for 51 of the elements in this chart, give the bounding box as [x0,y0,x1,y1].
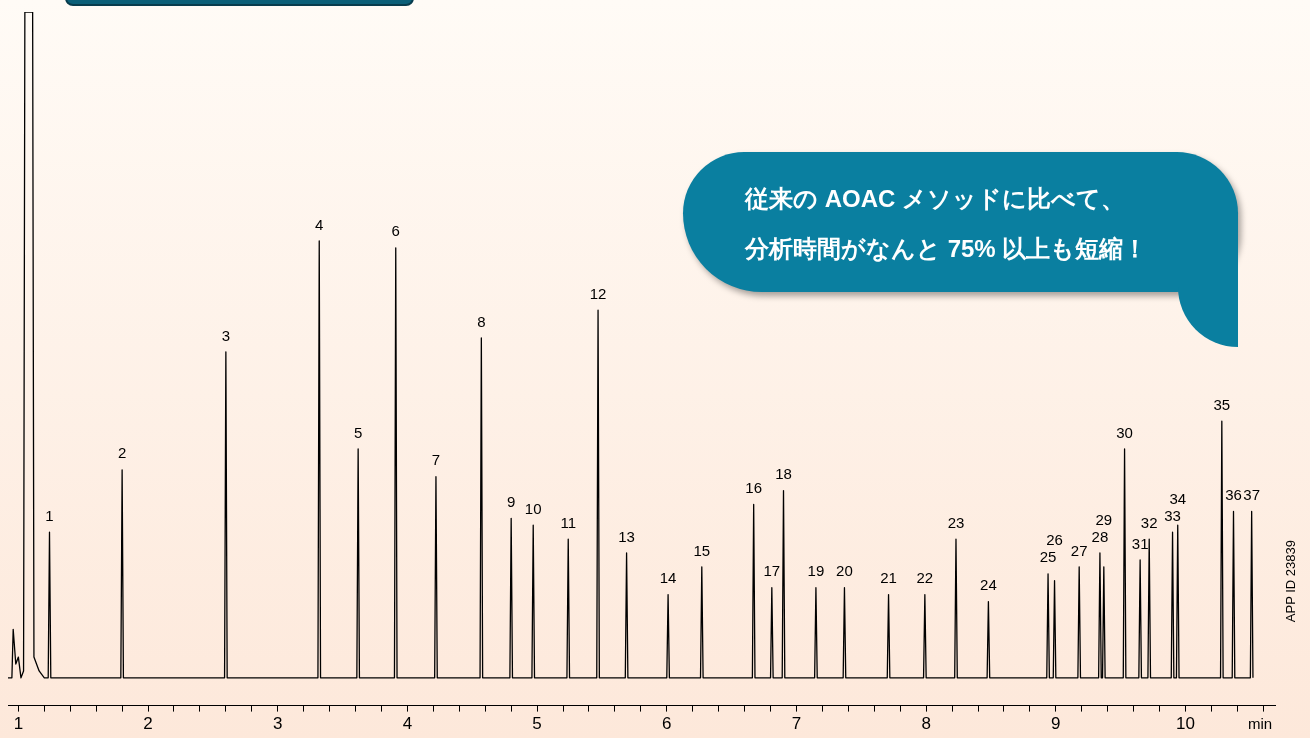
x-tick-label: 8 [921,714,931,734]
annotation: 22 [916,569,934,587]
annotation: 3 [221,326,231,344]
annotation: 18 [775,465,792,483]
x-axis-title: min [1247,715,1273,733]
annotation: 23 [947,513,965,531]
annotation: 15 [693,541,711,559]
annotation: 27 [1070,541,1088,559]
text: APP ID 23839 [1283,540,1298,623]
annotation: 20 [836,562,853,580]
annotation: 31 [1131,534,1149,552]
annotation: 32 [1140,513,1158,531]
annotation: 10 [524,499,542,517]
annotation: 16 [745,479,763,497]
annotation: 13 [618,527,635,545]
annotation: 29 [1095,510,1113,528]
annotation: 分析時間がなんと 75% 以上も短縮！ [745,234,1148,264]
annotation: 2 [117,444,127,462]
x-tick-label: 3 [273,714,283,734]
annotation: 7 [431,451,441,469]
annotation: 26 [1046,531,1063,549]
annotation: 24 [980,576,997,594]
annotation: 9 [507,492,516,510]
annotation: 28 [1091,527,1109,545]
annotation: 従来の AOAC メソッドに比べて、 [745,184,1125,214]
x-tick-label: 6 [662,714,672,734]
annotation: 4 [315,215,324,233]
x-tick-label: 9 [1051,714,1061,734]
x-tick-label: 10 [1176,714,1195,734]
annotation: 5 [353,423,363,441]
annotation: 17 [763,562,781,580]
annotation: 8 [477,312,486,330]
annotation: 11 [560,513,577,531]
annotation: 19 [807,562,825,580]
annotation: 12 [589,284,607,302]
annotation: 6 [391,222,400,240]
annotation: 35 [1213,395,1231,413]
annotation: 36 [1225,486,1242,504]
x-tick-label: 2 [143,714,153,734]
annotation: 33 [1164,506,1181,524]
x-tick-label: 5 [532,714,542,734]
x-tick-label: 1 [13,714,24,734]
x-tick-label: 7 [791,714,802,734]
annotation: 25 [1039,548,1057,566]
annotation: 21 [880,569,897,587]
annotation: 1 [45,506,54,524]
annotation: 30 [1116,423,1133,441]
x-tick-label: 4 [402,714,413,734]
annotation: 14 [659,569,677,587]
annotation: 37 [1243,486,1260,504]
annotation: 34 [1169,489,1187,507]
